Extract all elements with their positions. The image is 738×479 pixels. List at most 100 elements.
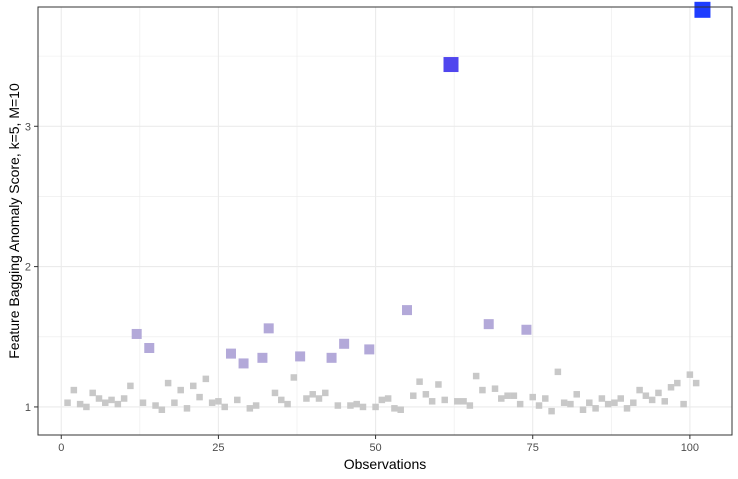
data-point — [315, 395, 323, 402]
plot-panel-border — [37, 6, 733, 436]
data-point — [108, 396, 115, 404]
data-point — [171, 399, 178, 406]
data-point — [158, 406, 166, 413]
data-point — [76, 400, 84, 408]
data-point — [131, 328, 142, 339]
data-point — [598, 395, 606, 402]
x-tick-label: 0 — [58, 442, 64, 454]
y-axis-title: Feature Bagging Anomaly Score, k=5, M=10 — [6, 83, 22, 359]
data-point — [322, 389, 329, 397]
y-tick-label: 1 — [25, 402, 31, 414]
data-point — [177, 386, 184, 394]
data-point — [648, 396, 656, 404]
grid-lines — [38, 7, 732, 435]
data-point — [334, 402, 342, 409]
data-point — [560, 399, 568, 406]
data-point — [617, 395, 624, 402]
data-point — [284, 400, 291, 408]
data-point — [196, 393, 203, 401]
data-point — [303, 395, 310, 402]
data-point — [410, 392, 417, 399]
data-point — [686, 371, 694, 378]
data-point — [238, 358, 249, 369]
x-tick-label: 25 — [212, 442, 224, 454]
data-point — [326, 352, 337, 363]
data-point — [391, 405, 398, 412]
data-point — [102, 399, 109, 406]
plot-panel-background — [38, 7, 732, 435]
data-point — [642, 392, 650, 399]
data-point — [510, 392, 518, 399]
data-point — [70, 386, 78, 394]
data-point — [667, 384, 675, 391]
data-point — [454, 398, 461, 405]
data-point — [271, 389, 279, 397]
data-point — [127, 382, 134, 390]
data-point — [246, 405, 254, 412]
data-point — [694, 1, 711, 18]
data-point — [573, 391, 580, 398]
data-point — [164, 379, 172, 387]
y-axis-ticks: 1 2 3 — [25, 121, 38, 414]
data-point — [435, 381, 442, 388]
data-point — [278, 396, 285, 404]
data-point — [120, 395, 128, 402]
data-point — [378, 396, 386, 404]
data-point — [252, 402, 260, 409]
data-point — [521, 324, 532, 335]
data-point — [295, 351, 306, 362]
data-point — [139, 399, 147, 406]
data-point — [339, 338, 350, 349]
data-point — [397, 406, 404, 413]
data-point — [309, 391, 316, 398]
data-point — [190, 382, 197, 390]
data-point — [83, 403, 90, 411]
data-point — [548, 407, 555, 415]
data-point — [579, 406, 587, 413]
x-axis-ticks: 0 25 50 75 100 — [58, 435, 699, 454]
data-point — [114, 400, 122, 408]
data-point — [89, 389, 96, 397]
data-point — [441, 396, 448, 404]
data-point — [257, 352, 268, 363]
data-point — [215, 398, 222, 405]
data-point — [542, 395, 549, 402]
y-tick-label: 2 — [25, 262, 31, 274]
data-point — [483, 319, 494, 330]
data-point — [661, 398, 668, 405]
data-point — [95, 395, 103, 402]
data-point — [535, 402, 543, 409]
data-point — [290, 374, 298, 381]
data-point — [347, 402, 354, 409]
x-tick-label: 100 — [681, 442, 699, 454]
data-point — [460, 398, 467, 405]
data-point — [443, 57, 459, 73]
data-point — [359, 403, 367, 411]
data-point — [372, 403, 379, 411]
data-point — [554, 368, 562, 376]
data-point — [529, 393, 536, 401]
data-point — [611, 399, 618, 406]
data-point — [202, 375, 210, 383]
data-point — [422, 391, 430, 398]
data-point — [221, 403, 228, 411]
y-tick-label: 3 — [25, 121, 31, 133]
data-point — [402, 305, 413, 316]
data-point — [491, 385, 499, 392]
data-point — [516, 400, 524, 408]
data-point — [64, 399, 71, 406]
data-point — [353, 400, 360, 408]
x-axis-title: Observations — [344, 456, 426, 472]
data-point — [152, 402, 159, 409]
data-point — [498, 395, 505, 402]
data-point — [504, 392, 511, 399]
data-point — [416, 378, 423, 385]
data-point — [623, 405, 631, 412]
data-point — [466, 402, 474, 409]
data-point — [592, 405, 599, 412]
data-point — [364, 344, 375, 355]
data-point — [384, 395, 392, 402]
data-point — [636, 386, 643, 394]
data-point — [183, 405, 191, 412]
data-point — [225, 348, 236, 359]
